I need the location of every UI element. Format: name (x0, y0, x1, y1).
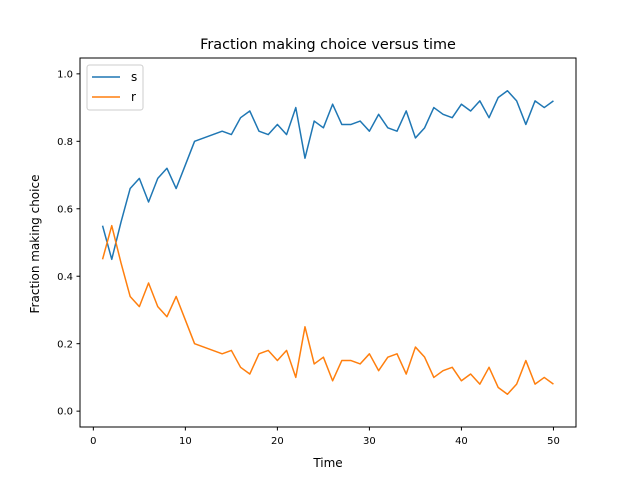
y-tick-label: 0.4 (57, 272, 73, 283)
y-axis-label: Fraction making choice (28, 175, 42, 314)
x-tick-label: 50 (547, 436, 560, 447)
y-tick-label: 0.2 (57, 339, 73, 350)
legend-label-s: s (131, 70, 137, 84)
y-tick-label: 0.6 (57, 204, 73, 215)
x-axis-label: Time (312, 456, 342, 470)
x-tick-label: 30 (363, 436, 376, 447)
x-axis-ticks: 0 10 20 30 40 50 (90, 427, 560, 447)
legend-label-r: r (131, 90, 136, 104)
y-tick-label: 0.8 (57, 137, 73, 148)
chart-title: Fraction making choice versus time (200, 37, 456, 53)
y-tick-label: 1.0 (57, 69, 73, 80)
x-tick-label: 40 (455, 436, 468, 447)
x-tick-label: 10 (179, 436, 192, 447)
legend: sr (86, 64, 144, 111)
y-tick-label: 0.0 (57, 407, 73, 418)
series-line-s (101, 89, 554, 261)
x-tick-label: 20 (271, 436, 284, 447)
plot-lines (101, 89, 554, 396)
series-line-r (101, 224, 554, 396)
plot-frame (79, 57, 577, 428)
y-axis-ticks: 0.0 0.2 0.4 0.6 0.8 1.0 (57, 69, 80, 418)
x-tick-label: 0 (90, 436, 96, 447)
